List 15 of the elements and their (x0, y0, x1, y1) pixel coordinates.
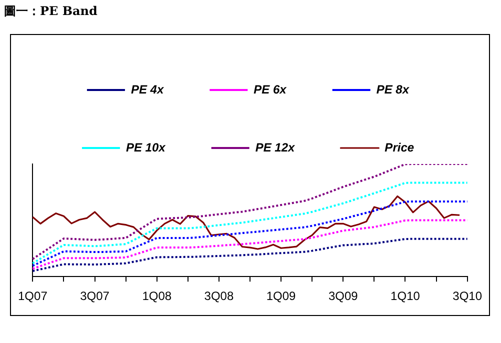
x-tick-label: 3Q09 (328, 289, 358, 304)
x-tick-label: 1Q09 (266, 289, 296, 304)
legend-label: PE 12x (255, 140, 296, 154)
x-tick-label: 1Q07 (18, 289, 48, 304)
legend-label: PE 6x (254, 82, 288, 96)
chart-title: 圖一：PE Band (4, 3, 98, 20)
legend-label: PE 8x (376, 82, 410, 96)
legend-label: Price (384, 140, 414, 154)
x-tick-label: 3Q07 (80, 289, 110, 304)
x-tick-label: 1Q10 (390, 289, 420, 304)
legend-label: PE 10x (126, 140, 167, 154)
x-tick-label: 1Q08 (142, 289, 172, 304)
legend-label: PE 4x (130, 82, 165, 96)
x-tick-label: 3Q08 (204, 289, 234, 304)
x-tick-label: 3Q10 (452, 289, 482, 304)
